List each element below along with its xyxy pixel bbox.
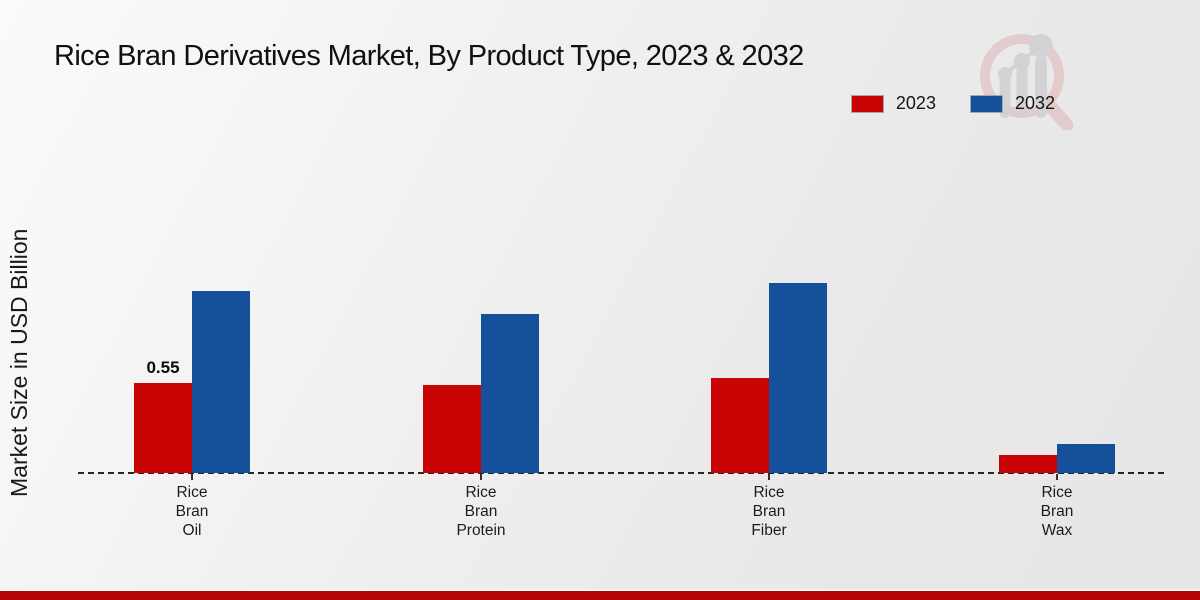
bar-2032-rice-bran-fiber: [769, 283, 827, 473]
x-axis-tick-rice-bran-wax: [1056, 474, 1058, 480]
category-label-rice-bran-fiber: Rice Bran Fiber: [751, 484, 787, 539]
bottom-accent-bar: [0, 589, 1200, 600]
bar-2032-rice-bran-wax: [1057, 444, 1115, 473]
x-axis-baseline: [78, 472, 1164, 474]
legend-label-2023: 2023: [895, 93, 936, 113]
bar-2032-rice-bran-oil: [192, 291, 250, 473]
bar-2023-rice-bran-wax: [999, 455, 1057, 473]
legend-swatch-2032: [969, 94, 1003, 113]
bar-2023-rice-bran-protein: [423, 385, 481, 473]
legend-item-2032: 2032: [969, 93, 1055, 114]
bar-2023-rice-bran-fiber: [711, 378, 769, 473]
magnifier-bar-chart-logo-watermark: [980, 34, 1074, 130]
bar-2032-rice-bran-protein: [481, 314, 539, 473]
category-label-rice-bran-protein: Rice Bran Protein: [456, 484, 506, 539]
x-axis-tick-rice-bran-fiber: [768, 474, 770, 480]
legend-label-2032: 2032: [1014, 93, 1055, 113]
chart-title: Rice Bran Derivatives Market, By Product…: [54, 40, 804, 72]
legend-item-2023: 2023: [850, 93, 936, 114]
bar-2023-rice-bran-oil: [134, 383, 192, 473]
category-label-rice-bran-wax: Rice Bran Wax: [1040, 484, 1074, 539]
x-axis-tick-rice-bran-oil: [191, 474, 193, 480]
category-label-rice-bran-oil: Rice Bran Oil: [175, 484, 209, 539]
x-axis-tick-rice-bran-protein: [480, 474, 482, 480]
legend: 2023 2032: [850, 93, 1055, 114]
bar-value-label-2023-rice-bran-oil: 0.55: [146, 358, 180, 377]
legend-swatch-2023: [850, 94, 884, 113]
